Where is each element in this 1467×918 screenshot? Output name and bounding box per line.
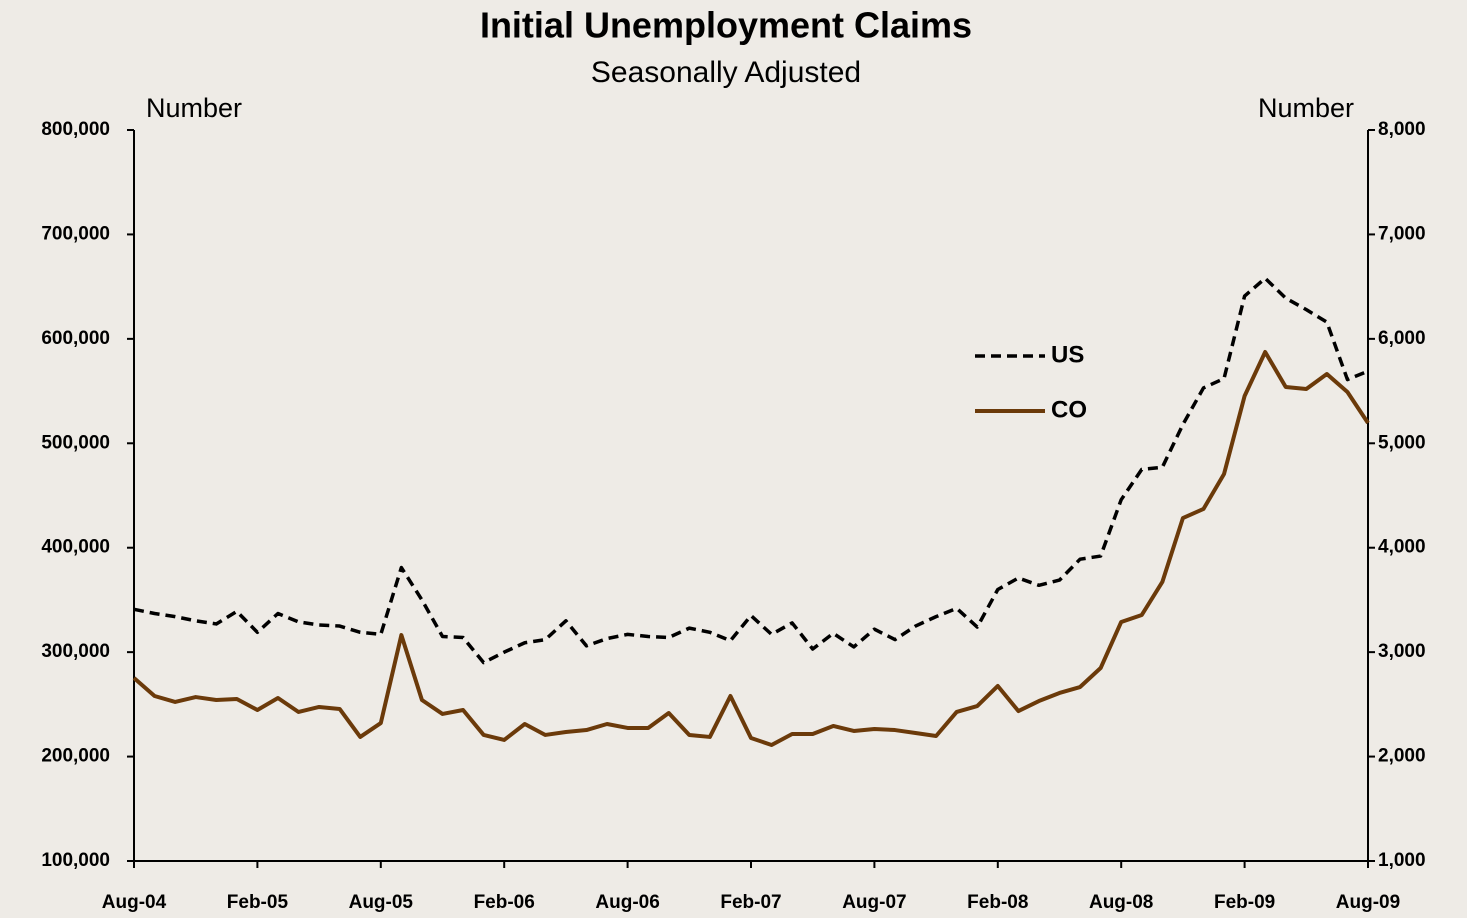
legend-label: CO xyxy=(1051,396,1087,423)
y-tick-label: 800,000 xyxy=(41,119,110,140)
x-tick-label: Aug-04 xyxy=(102,892,167,913)
legend-label: US xyxy=(1051,341,1084,368)
y2-axis-label: Number xyxy=(1258,93,1354,123)
x-tick-label: Aug-09 xyxy=(1336,892,1400,913)
y2-tick-label: 8,000 xyxy=(1378,119,1426,140)
y-tick-label: 500,000 xyxy=(41,432,110,453)
series-line xyxy=(133,276,1369,665)
y-tick-label: 600,000 xyxy=(41,328,110,349)
x-tick-label: Feb-09 xyxy=(1214,892,1275,913)
x-tick-label: Aug-07 xyxy=(842,892,906,913)
y-tick-label: 200,000 xyxy=(41,746,110,767)
chart-title: Initial Unemployment Claims xyxy=(480,5,972,46)
x-tick-label: Aug-08 xyxy=(1089,892,1153,913)
x-tick-label: Feb-06 xyxy=(474,892,535,913)
y-axis-label: Number xyxy=(146,93,242,123)
x-tick-label: Aug-05 xyxy=(349,892,414,913)
y2-tick-label: 3,000 xyxy=(1378,641,1426,662)
y-tick-label: 300,000 xyxy=(41,641,110,662)
y2-tick-label: 1,000 xyxy=(1378,850,1426,871)
y2-tick-label: 2,000 xyxy=(1378,746,1426,767)
x-tick-label: Feb-05 xyxy=(227,892,289,913)
y2-tick-label: 4,000 xyxy=(1378,537,1426,558)
y2-tick-label: 6,000 xyxy=(1378,328,1426,349)
y-tick-label: 700,000 xyxy=(41,223,110,244)
y2-tick-label: 7,000 xyxy=(1378,223,1426,244)
series-line xyxy=(132,350,1370,747)
chart-subtitle: Seasonally Adjusted xyxy=(591,56,861,89)
x-tick-label: Aug-06 xyxy=(595,892,659,913)
x-tick-label: Feb-07 xyxy=(720,892,781,913)
y-tick-label: 100,000 xyxy=(41,850,110,871)
x-tick-label: Feb-08 xyxy=(967,892,1028,913)
y-tick-label: 400,000 xyxy=(41,537,110,558)
y2-tick-label: 5,000 xyxy=(1378,432,1426,453)
